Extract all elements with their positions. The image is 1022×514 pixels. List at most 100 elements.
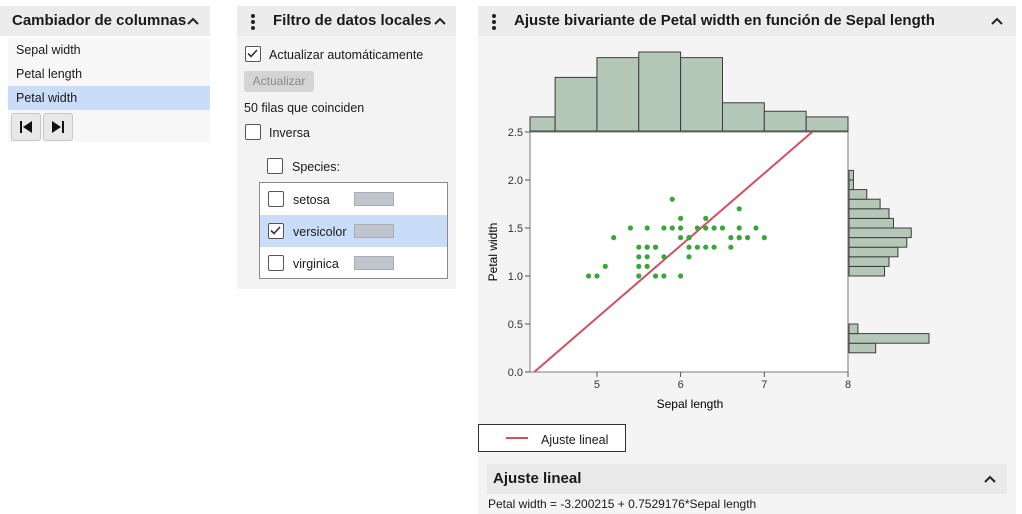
versicolor-label: versicolor: [293, 225, 347, 239]
species-row-virginica[interactable]: virginica: [260, 247, 447, 279]
virginica-count-bar: [354, 256, 394, 270]
species-row-setosa[interactable]: setosa: [260, 183, 447, 215]
data-point: [669, 196, 675, 202]
column-item-petal-length[interactable]: Petal length: [16, 67, 83, 81]
y-tick-label: 1.0: [508, 271, 523, 283]
data-point: [602, 263, 608, 269]
column-item-sepal-width[interactable]: Sepal width: [16, 43, 81, 57]
checkmark-icon: [247, 49, 258, 58]
filter-title: Filtro de datos locales: [273, 12, 432, 29]
data-point: [611, 235, 617, 241]
data-point: [736, 206, 742, 212]
fit-line: [533, 131, 813, 373]
species-list: setosa versicolor virginica: [259, 182, 448, 279]
data-point: [636, 263, 642, 269]
legend-label: Ajuste lineal: [541, 433, 609, 447]
skip-to-first-icon: [20, 121, 32, 133]
data-point: [694, 244, 700, 250]
auto-update-checkbox[interactable]: [245, 46, 261, 62]
data-point: [694, 225, 700, 231]
chevron-up-icon[interactable]: [983, 472, 997, 486]
data-point: [719, 225, 726, 231]
data-point: [644, 254, 650, 260]
y-histogram-bar: [848, 342, 877, 354]
filter-header: Filtro de datos locales: [237, 6, 456, 36]
y-histogram-bar: [848, 227, 912, 239]
data-point: [753, 225, 759, 231]
x-histogram-bar: [763, 110, 807, 132]
chevron-up-icon[interactable]: [990, 14, 1004, 28]
y-axis-label: Petal width: [486, 223, 500, 282]
skip-to-last-icon: [52, 121, 64, 133]
kebab-menu-icon[interactable]: [491, 12, 497, 32]
data-point: [661, 254, 667, 260]
data-point: [652, 244, 659, 250]
data-point: [678, 215, 684, 221]
data-point: [728, 244, 734, 250]
chevron-up-icon[interactable]: [186, 14, 200, 28]
x-histogram-bar: [554, 76, 598, 132]
data-point: [636, 254, 642, 260]
update-button[interactable]: Actualizar: [244, 71, 314, 92]
versicolor-checkbox[interactable]: [268, 223, 284, 239]
species-label: Species:: [292, 160, 340, 174]
column-item-petal-width[interactable]: Petal width: [8, 86, 210, 110]
x-histogram-bar: [529, 116, 556, 132]
data-point: [652, 273, 659, 279]
data-point: [627, 225, 634, 231]
x-tick-label: 7: [761, 379, 767, 391]
first-column-button[interactable]: [11, 113, 41, 141]
data-point: [703, 215, 709, 221]
data-point: [585, 273, 592, 279]
fit-line-group: [533, 131, 813, 373]
data-point: [703, 244, 709, 250]
setosa-label: setosa: [293, 193, 330, 207]
x-axis: 5 6 7 8: [594, 372, 851, 391]
x-tick-label: 5: [594, 379, 600, 391]
y-histogram-bar: [848, 208, 890, 219]
data-point: [661, 225, 667, 231]
data-point: [711, 244, 717, 250]
checkmark-icon: [270, 226, 281, 235]
data-point: [669, 225, 675, 231]
y-histogram-bar: [848, 265, 886, 277]
column-switcher-title: Cambiador de columnas: [12, 12, 187, 29]
x-axis-label: Sepal length: [657, 397, 724, 411]
y-histogram-bar: [848, 169, 854, 181]
x-tick-label: 6: [678, 379, 684, 391]
plot-frame: [529, 131, 849, 373]
inverse-label: Inversa: [269, 126, 310, 140]
y-tick-label: 2.5: [508, 127, 523, 139]
inverse-checkbox[interactable]: [245, 124, 261, 140]
legend: Ajuste lineal: [478, 424, 626, 452]
last-column-button[interactable]: [43, 113, 73, 141]
data-point: [678, 235, 684, 241]
y-axis: 0.0 0.5 1.0 1.5 2.0 2.5: [508, 127, 530, 379]
data-point: [703, 225, 709, 231]
x-tick-label: 8: [845, 379, 851, 391]
y-histogram-bar: [848, 198, 881, 210]
data-point: [736, 225, 742, 231]
data-point: [644, 263, 650, 269]
y-histogram-bar: [848, 333, 930, 344]
chevron-up-icon[interactable]: [433, 14, 447, 28]
report-title: Ajuste bivariante de Petal width en func…: [514, 12, 935, 29]
kebab-menu-icon[interactable]: [250, 12, 256, 32]
setosa-checkbox[interactable]: [268, 191, 284, 207]
data-point: [761, 235, 767, 241]
virginica-checkbox[interactable]: [268, 255, 284, 271]
y-histogram-bar: [848, 246, 899, 258]
data-point: [594, 273, 600, 279]
x-histogram-bar: [638, 51, 682, 132]
data-point: [711, 225, 717, 231]
y-tick-label: 1.5: [508, 223, 523, 235]
y-histogram-bar: [848, 189, 868, 200]
data-point: [661, 273, 667, 279]
versicolor-count-bar: [354, 224, 394, 238]
y-tick-label: 0.5: [508, 319, 523, 331]
virginica-label: virginica: [293, 257, 339, 271]
species-checkbox[interactable]: [267, 158, 283, 174]
scatter-points: [585, 196, 767, 279]
species-row-versicolor[interactable]: versicolor: [260, 215, 447, 247]
y-histogram-bar: [848, 179, 854, 191]
